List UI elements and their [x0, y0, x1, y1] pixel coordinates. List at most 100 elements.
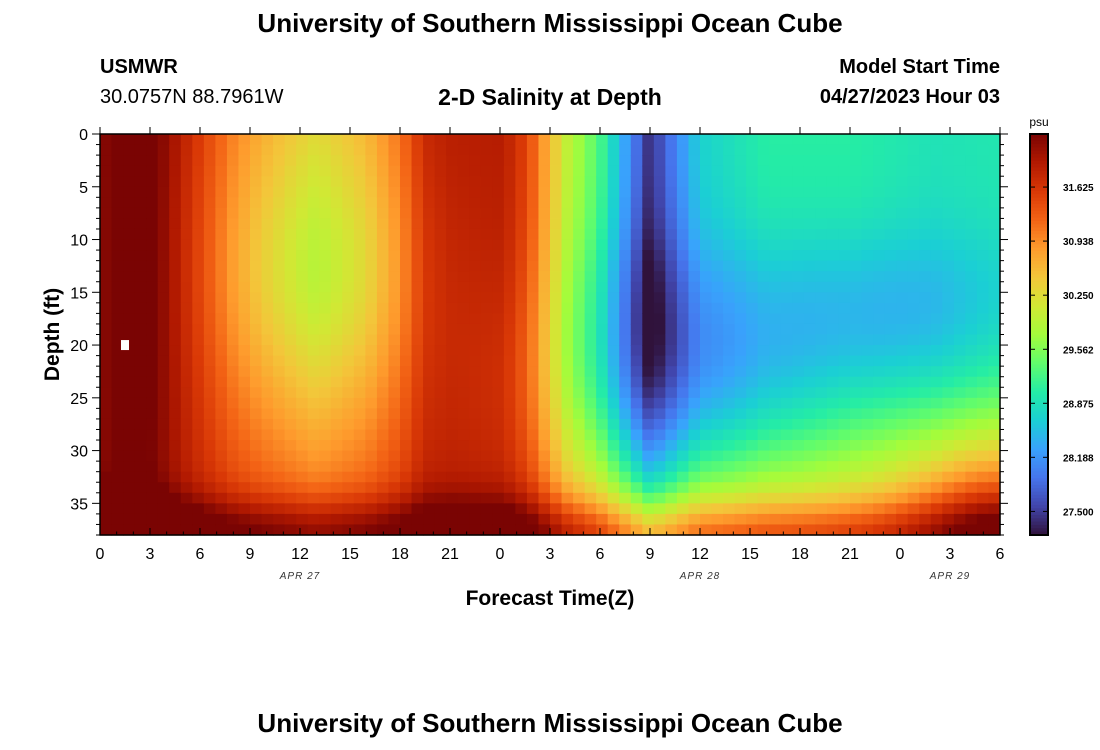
heatmap-cell [734, 228, 747, 241]
heatmap-cell [919, 524, 932, 536]
heatmap-cell [526, 440, 540, 452]
heatmap-cell [330, 376, 343, 388]
heatmap-cell [688, 397, 701, 409]
heatmap-cell [584, 366, 597, 378]
heatmap-cell [746, 482, 759, 494]
heatmap-cell [803, 228, 816, 241]
heatmap-cell [861, 260, 874, 272]
heatmap-cell [111, 218, 124, 230]
heatmap-cell [180, 292, 193, 304]
heatmap-cell [146, 461, 159, 473]
heatmap-cell [353, 366, 366, 378]
heatmap-cell [273, 440, 286, 452]
heatmap-cell [919, 397, 932, 409]
heatmap-cell [330, 323, 343, 336]
heatmap-cell [180, 450, 193, 462]
heatmap-cell [642, 482, 655, 494]
heatmap-cell [261, 271, 274, 283]
heatmap-cell [157, 207, 170, 220]
heatmap-cell [619, 366, 632, 378]
heatmap-cell [965, 345, 978, 357]
heatmap-cell [792, 292, 805, 304]
heatmap-cell [780, 292, 793, 304]
heatmap-cell [780, 471, 793, 483]
heatmap-cell [873, 429, 886, 441]
heatmap-cell [850, 482, 863, 494]
heatmap-cell [550, 471, 563, 483]
heatmap-cell [423, 207, 436, 220]
heatmap-cell [469, 397, 482, 409]
colorbar: 31.62530.93830.25029.56228.87528.18827.5… [1029, 133, 1094, 536]
heatmap-cell [907, 408, 920, 420]
heatmap-cell [619, 292, 632, 304]
heatmap-cell [203, 397, 216, 409]
heatmap-cell [100, 218, 113, 230]
heatmap-cell [123, 323, 136, 336]
heatmap-cell [284, 155, 297, 167]
heatmap-cell [838, 450, 851, 462]
heatmap-cell [596, 461, 609, 473]
heatmap-cell [596, 271, 609, 283]
heatmap-cell [769, 461, 782, 473]
heatmap-cell [942, 144, 955, 156]
heatmap-cell [388, 418, 401, 431]
heatmap-cell [838, 492, 851, 504]
heatmap-cell [526, 492, 540, 504]
heatmap-cell [584, 397, 597, 409]
heatmap-cell [896, 207, 909, 220]
heatmap-cell [873, 418, 886, 431]
heatmap-cell [653, 260, 666, 272]
heatmap-cell [907, 482, 920, 494]
heatmap-cell [688, 418, 701, 431]
heatmap-cell [803, 366, 816, 378]
heatmap-cell [400, 197, 413, 209]
heatmap-cell [157, 281, 170, 293]
heatmap-cell [273, 228, 286, 241]
x-tick-label: 3 [946, 546, 955, 563]
heatmap-cell [573, 418, 586, 431]
heatmap-cell [723, 197, 736, 209]
colorbar-swatch [1030, 434, 1048, 439]
heatmap-cell [123, 250, 136, 262]
heatmap-cell [953, 228, 966, 241]
heatmap-cell [676, 239, 690, 251]
heatmap-cell [723, 302, 736, 314]
heatmap-cell [642, 186, 655, 198]
heatmap-cell [780, 218, 793, 230]
heatmap-cell [434, 440, 447, 452]
heatmap-cell [573, 482, 586, 494]
heatmap-cell [976, 482, 990, 494]
heatmap-cell [203, 492, 216, 504]
heatmap-cell [250, 165, 263, 177]
heatmap-cell [215, 292, 228, 304]
heatmap-cell [446, 334, 459, 346]
heatmap-cell [619, 355, 632, 367]
heatmap-cell [353, 408, 366, 420]
heatmap-cell [757, 186, 770, 198]
heatmap-cell [411, 461, 424, 473]
heatmap-cell [596, 281, 609, 293]
heatmap-cell [873, 302, 886, 314]
heatmap-cell [953, 440, 966, 452]
heatmap-cell [538, 313, 551, 325]
heatmap-cell [273, 218, 286, 230]
heatmap-cell [630, 250, 643, 262]
heatmap-cell [215, 155, 228, 167]
heatmap-cell [273, 471, 286, 483]
heatmap-cell [561, 461, 574, 473]
heatmap-cell [480, 218, 493, 230]
heatmap-cell [792, 186, 805, 198]
colorbar-swatch [1030, 491, 1048, 496]
heatmap-cell [100, 450, 113, 462]
heatmap-cell [919, 228, 932, 241]
heatmap-cell [423, 492, 436, 504]
heatmap-cell [169, 250, 182, 262]
heatmap-cell [400, 366, 413, 378]
heatmap-cell [353, 302, 366, 314]
heatmap-cell [342, 271, 355, 283]
heatmap-cell [342, 461, 355, 473]
heatmap-cell [688, 440, 701, 452]
heatmap-cell [353, 271, 366, 283]
heatmap-cell [942, 292, 955, 304]
heatmap-cell [284, 482, 297, 494]
